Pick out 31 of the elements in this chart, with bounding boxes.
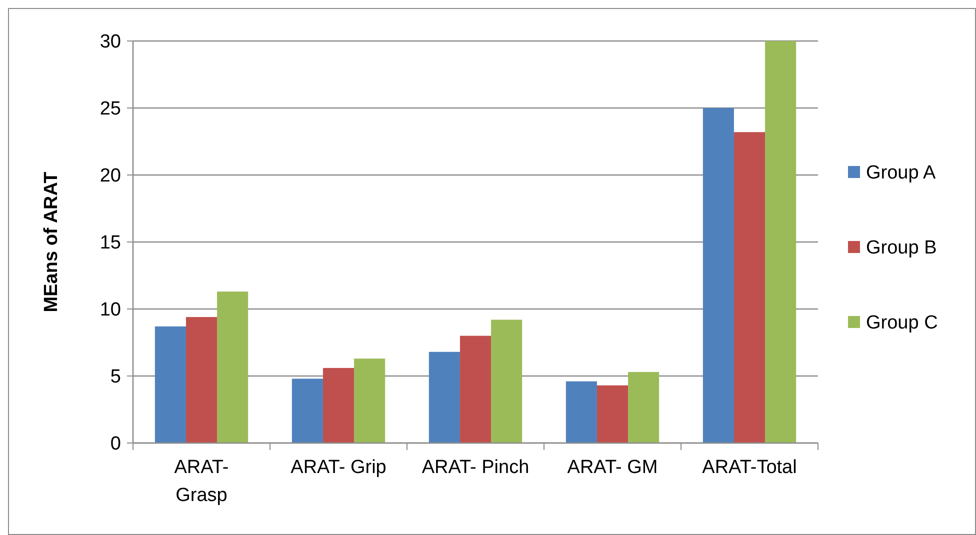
y-tick-label: 20 bbox=[100, 166, 121, 187]
x-tick-label: ARAT- Pinch bbox=[422, 457, 530, 478]
y-tick-label: 30 bbox=[100, 32, 121, 53]
bar bbox=[428, 352, 460, 443]
bar bbox=[566, 381, 597, 443]
legend-label: Group A bbox=[866, 162, 936, 184]
bar bbox=[217, 292, 248, 443]
bar bbox=[460, 336, 492, 443]
bar bbox=[154, 326, 186, 443]
bar bbox=[596, 385, 628, 443]
x-tick-label: ARAT- Grasp bbox=[174, 457, 229, 506]
x-tick-label: ARAT-Total bbox=[702, 457, 797, 478]
y-tick-label: 5 bbox=[110, 366, 121, 388]
x-tick-label: ARAT- GM bbox=[567, 457, 658, 478]
y-tick-label: 25 bbox=[100, 98, 121, 120]
bar bbox=[628, 372, 660, 443]
bar bbox=[186, 317, 218, 443]
bar bbox=[322, 368, 354, 443]
y-tick-label: 10 bbox=[100, 300, 121, 321]
legend-label: Group B bbox=[866, 238, 937, 259]
bar bbox=[354, 358, 386, 443]
bar bbox=[765, 41, 796, 443]
bar bbox=[292, 378, 323, 443]
legend-label: Group C bbox=[866, 312, 938, 334]
bar bbox=[734, 132, 766, 443]
bar bbox=[491, 320, 522, 443]
y-axis-title: MEans of ARAT bbox=[41, 171, 62, 312]
bar bbox=[702, 108, 734, 443]
x-tick-label: ARAT- Grip bbox=[290, 457, 386, 478]
y-tick-label: 15 bbox=[100, 232, 121, 254]
y-tick-label: 0 bbox=[110, 434, 121, 455]
